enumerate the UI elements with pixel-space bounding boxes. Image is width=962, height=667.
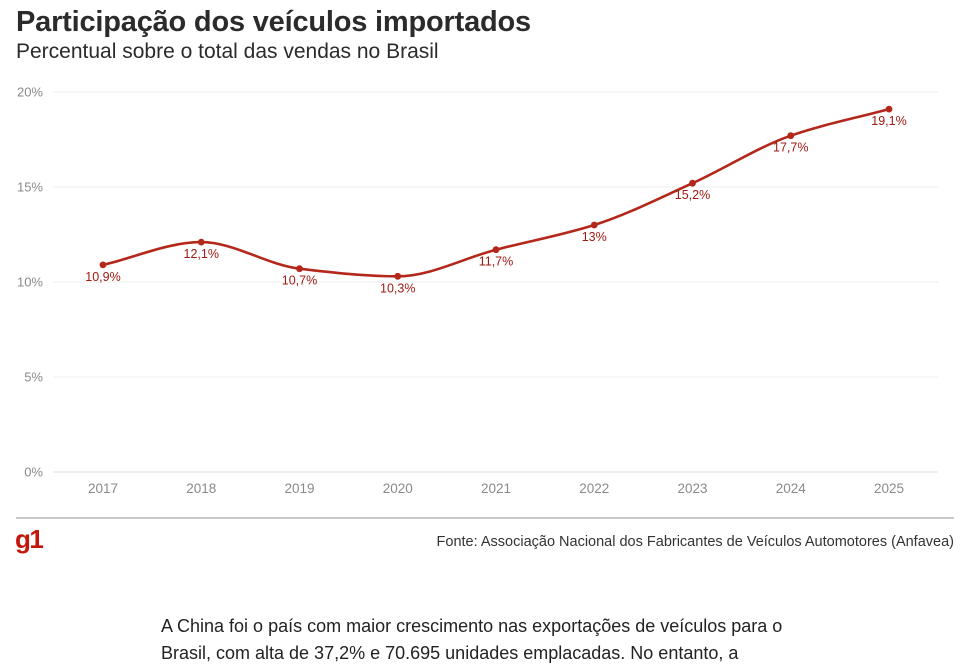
data-label: 17,7% (773, 141, 808, 155)
y-tick-label: 10% (17, 275, 43, 290)
x-tick-label: 2023 (677, 481, 707, 496)
x-tick-label: 2025 (874, 481, 904, 496)
data-label: 10,3% (380, 281, 415, 295)
data-point (394, 272, 402, 280)
chart-subtitle: Percentual sobre o total das vendas no B… (16, 40, 439, 63)
data-point (296, 265, 303, 273)
y-axis: 0% 5% 10% 15% 20% (17, 85, 43, 480)
g1-logo: g1 (15, 524, 44, 554)
x-axis: 2017 2018 2019 2020 2021 2022 2023 2024 2025 (88, 481, 904, 496)
data-label: 15,2% (675, 188, 710, 202)
x-tick-label: 2021 (481, 481, 511, 496)
data-label: 10,7% (282, 274, 317, 288)
y-tick-label: 5% (24, 370, 43, 385)
y-tick-label: 0% (24, 465, 43, 480)
x-tick-label: 2018 (186, 481, 216, 496)
x-tick-label: 2022 (579, 481, 609, 496)
x-tick-label: 2017 (88, 481, 118, 496)
x-tick-label: 2024 (776, 481, 807, 496)
data-point (787, 132, 795, 140)
data-label: 11,7% (479, 255, 514, 269)
data-point (885, 105, 893, 113)
grid-lines (53, 91, 938, 473)
chart-title: Participação dos veículos importados (16, 6, 531, 38)
data-point (590, 221, 598, 229)
data-point (689, 179, 696, 187)
data-labels: 10,9% 12,1% 10,7% 10,3% 11,7% 13% 15,2% 17,7% 19… (85, 114, 906, 295)
data-point (99, 261, 107, 269)
data-point (197, 238, 205, 246)
data-point (492, 246, 500, 254)
source-note: Fonte: Associação Nacional dos Fabricant… (436, 534, 954, 550)
footer-divider (16, 517, 954, 519)
x-tick-label: 2020 (383, 481, 413, 496)
data-label: 12,1% (184, 247, 219, 261)
y-tick-label: 20% (17, 85, 43, 100)
data-label: 19,1% (871, 114, 906, 128)
data-label: 13% (582, 230, 607, 244)
data-points (99, 105, 893, 280)
line-chart: 0%5%10%15%20% 2017 2018 2019 2020 2021 2022 20… (17, 85, 938, 496)
y-tick-label: 15% (17, 180, 43, 195)
article-paragraph: A China foi o país com maior crescimento… (161, 616, 783, 663)
data-label: 10,9% (85, 270, 120, 284)
x-tick-label: 2019 (284, 481, 314, 496)
